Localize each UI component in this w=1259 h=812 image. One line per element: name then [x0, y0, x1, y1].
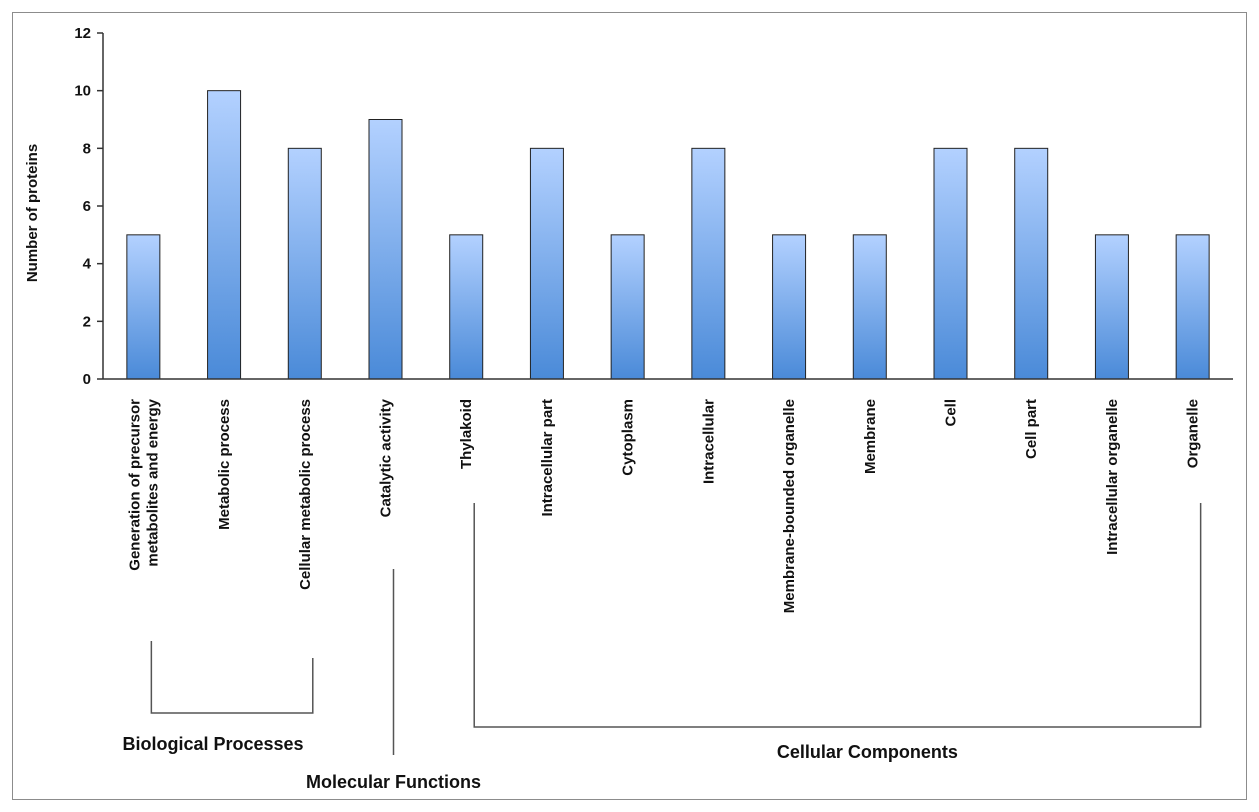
bar [1175, 234, 1210, 380]
category-label: metabolites and energy [144, 398, 161, 566]
category-label: Cell part [1023, 399, 1040, 459]
y-axis-ticks: 0 2 4 6 8 10 12 [74, 25, 103, 388]
bar [772, 234, 807, 380]
category-label: Generation of precursor [126, 399, 143, 571]
bar [126, 234, 161, 380]
y-tick-label: 12 [74, 25, 91, 42]
group-bracket [473, 503, 1202, 728]
y-axis-label: Number of proteins [24, 144, 41, 282]
bar [852, 234, 887, 380]
bar [529, 147, 564, 380]
bar [287, 147, 322, 380]
category-label: Metabolic process [216, 399, 233, 530]
bar [449, 234, 484, 380]
axes [102, 33, 1233, 380]
bar [368, 119, 403, 380]
bar-chart: 0 2 4 6 8 10 12 Generation of precursor metabol… [24, 25, 1233, 792]
chart-frame: 0 2 4 6 8 10 12 Generation of precursor metabol… [12, 12, 1247, 800]
y-tick-label: 4 [83, 256, 92, 273]
category-label: Thylakoid [458, 399, 475, 469]
group-bracket [150, 641, 314, 714]
bar [691, 147, 726, 380]
group-label: Molecular Functions [306, 772, 481, 792]
bar [933, 147, 968, 380]
group-label: Biological Processes [122, 734, 303, 754]
category-label: Membrane [862, 399, 879, 474]
bar [1014, 147, 1049, 380]
category-label: Cellular metabolic process [297, 399, 314, 590]
group-label: Cellular Components [777, 742, 958, 762]
y-tick-label: 0 [83, 371, 91, 388]
y-tick-label: 6 [83, 198, 91, 215]
category-label: Membrane-bounded organelle [781, 399, 798, 613]
category-label: Catalytic activity [378, 398, 395, 517]
category-label: Intracellular organelle [1104, 399, 1121, 555]
y-tick-label: 10 [74, 83, 91, 100]
y-tick-label: 2 [83, 313, 91, 330]
y-tick-label: 8 [83, 140, 91, 157]
bar [610, 234, 645, 380]
category-label: Intracellular part [539, 399, 556, 517]
bar [1094, 234, 1129, 380]
category-label: Organelle [1185, 399, 1202, 468]
bar [207, 90, 242, 380]
category-label: Cytoplasm [620, 399, 637, 476]
category-labels: Generation of precursor metabolites and e… [126, 398, 1201, 613]
category-label: Intracellular [700, 399, 717, 484]
bars [126, 90, 1210, 380]
category-label: Cell [943, 399, 960, 427]
